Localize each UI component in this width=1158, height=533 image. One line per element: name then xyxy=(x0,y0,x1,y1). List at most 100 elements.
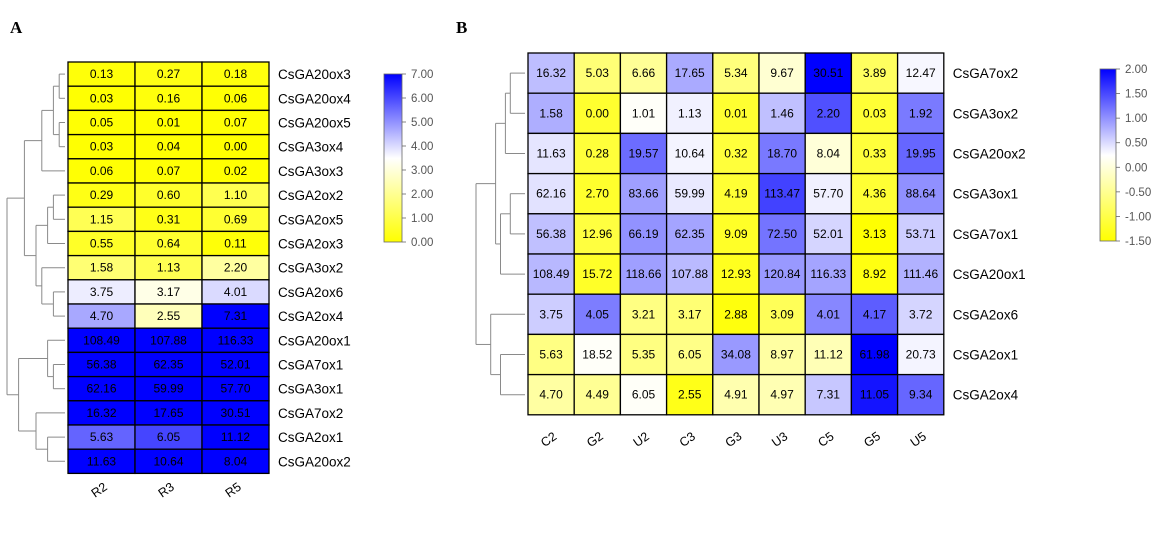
column-label: R5 xyxy=(223,480,244,501)
heatmap-cell xyxy=(134,109,203,136)
heatmap-a-column-labels: R2 R3 R5 xyxy=(89,480,244,501)
cell-value: 9.09 xyxy=(724,227,748,241)
heatmap-cell xyxy=(134,182,203,208)
cell-value: 8.04 xyxy=(224,454,248,468)
cell-value: 0.05 xyxy=(90,116,114,130)
heatmap-cell xyxy=(201,400,270,426)
legend-tick-label: 1.50 xyxy=(1125,89,1147,101)
row-label: CsGA2ox6 xyxy=(953,307,1018,322)
cell-value: 9.67 xyxy=(770,66,794,80)
cell-value: 61.98 xyxy=(859,348,889,362)
cell-value: 17.65 xyxy=(675,66,705,80)
cell-value: 108.49 xyxy=(83,333,120,347)
heatmap-cell xyxy=(134,351,203,378)
heatmap-b: 16.32 5.03 6.66 17.65 5.34 9.67 30.51 3.89 12.47… xyxy=(475,52,1151,450)
heatmap-cell xyxy=(665,132,714,175)
cell-value: 18.52 xyxy=(582,348,612,362)
cell-value: 0.69 xyxy=(224,212,248,226)
row-label: CsGA7ox1 xyxy=(278,358,343,373)
row-label: CsGA20ox4 xyxy=(278,91,351,106)
heatmap-cell xyxy=(201,254,270,281)
heatmap-cell xyxy=(665,92,714,135)
legend-tick-label: -1.00 xyxy=(1125,211,1151,223)
heatmap-cell xyxy=(527,333,575,376)
dendrogram-a xyxy=(6,73,65,462)
legend-tick-label: 7.00 xyxy=(411,69,433,81)
cell-value: 0.13 xyxy=(90,67,114,81)
cell-value: 0.00 xyxy=(586,106,610,120)
heatmap-cell xyxy=(134,448,203,475)
cell-value: 4.05 xyxy=(586,307,610,321)
column-label: R3 xyxy=(156,480,177,501)
heatmap-cell xyxy=(665,293,714,336)
cell-value: 0.28 xyxy=(586,147,610,161)
heatmap-cell xyxy=(804,213,853,255)
column-label: G3 xyxy=(723,429,745,450)
cell-value: 0.03 xyxy=(863,106,887,120)
cell-value: 4.17 xyxy=(863,307,887,321)
cell-value: 30.51 xyxy=(813,66,843,80)
row-label: CsGA7ox2 xyxy=(278,406,343,421)
cell-value: 0.32 xyxy=(724,147,748,161)
row-label: CsGA3ox3 xyxy=(278,164,343,179)
heatmap-cell xyxy=(758,293,806,336)
heatmap-cell xyxy=(573,333,622,376)
cell-value: 0.07 xyxy=(224,116,248,130)
column-label: C3 xyxy=(677,429,698,450)
heatmap-cell xyxy=(67,109,136,136)
heatmap-cell xyxy=(665,333,714,376)
cell-value: 3.72 xyxy=(909,307,933,321)
cell-value: 59.99 xyxy=(675,187,705,201)
cell-value: 34.08 xyxy=(721,348,751,362)
cell-value: 111.46 xyxy=(903,267,938,281)
heatmap-cell xyxy=(201,109,270,136)
heatmap-cell xyxy=(758,172,806,215)
cell-value: 56.38 xyxy=(536,227,566,241)
cell-value: 7.31 xyxy=(224,309,248,323)
cell-value: 1.15 xyxy=(90,212,114,226)
cell-value: 3.13 xyxy=(863,227,887,241)
cell-value: 11.12 xyxy=(814,348,843,362)
cell-value: 4.70 xyxy=(539,388,563,402)
panel-letter-b: B xyxy=(456,18,467,37)
heatmap-cell xyxy=(896,333,945,376)
cell-value: 5.03 xyxy=(586,66,610,80)
cell-value: 0.18 xyxy=(224,67,248,81)
heatmap-cell xyxy=(850,132,899,175)
cell-value: 7.31 xyxy=(817,388,841,402)
cell-value: 57.70 xyxy=(813,187,843,201)
heatmap-cell xyxy=(804,373,853,416)
cell-value: 20.73 xyxy=(906,348,936,362)
cell-value: 0.29 xyxy=(90,188,114,202)
heatmap-cell xyxy=(134,400,203,426)
heatmap-cell xyxy=(201,327,270,354)
heatmap-b-row-labels: CsGA7ox2 CsGA3ox2 CsGA20ox2 CsGA3ox1 CsGA7ox… xyxy=(953,66,1026,403)
cell-value: 12.47 xyxy=(906,66,936,80)
heatmap-cell xyxy=(712,333,760,376)
heatmap-cell xyxy=(712,373,760,416)
cell-value: 3.75 xyxy=(90,285,114,299)
cell-value: 11.63 xyxy=(537,147,566,161)
cell-value: 4.49 xyxy=(586,388,610,402)
cell-value: 10.64 xyxy=(153,454,183,468)
heatmap-cell xyxy=(527,293,575,336)
legend-tick-label: -1.50 xyxy=(1125,236,1151,248)
row-label: CsGA3ox2 xyxy=(278,261,343,276)
cell-value: 0.02 xyxy=(224,164,248,178)
cell-value: 6.05 xyxy=(157,430,181,444)
heatmap-cell xyxy=(850,373,899,416)
cell-value: 4.91 xyxy=(724,388,748,402)
cell-value: 5.34 xyxy=(724,66,748,80)
cell-value: 0.03 xyxy=(90,140,114,154)
heatmap-cell xyxy=(896,373,945,416)
column-label: G2 xyxy=(584,429,606,450)
heatmap-cell xyxy=(665,373,714,416)
heatmap-cell xyxy=(134,424,203,450)
legend-tick-label: 6.00 xyxy=(411,93,433,105)
cell-value: 2.88 xyxy=(724,307,748,321)
cell-value: 4.01 xyxy=(224,285,248,299)
legend-tick-label: 1.00 xyxy=(1125,113,1147,125)
cell-value: 2.20 xyxy=(224,261,248,275)
cell-value: 120.84 xyxy=(764,267,801,281)
cell-value: 0.03 xyxy=(90,91,114,105)
